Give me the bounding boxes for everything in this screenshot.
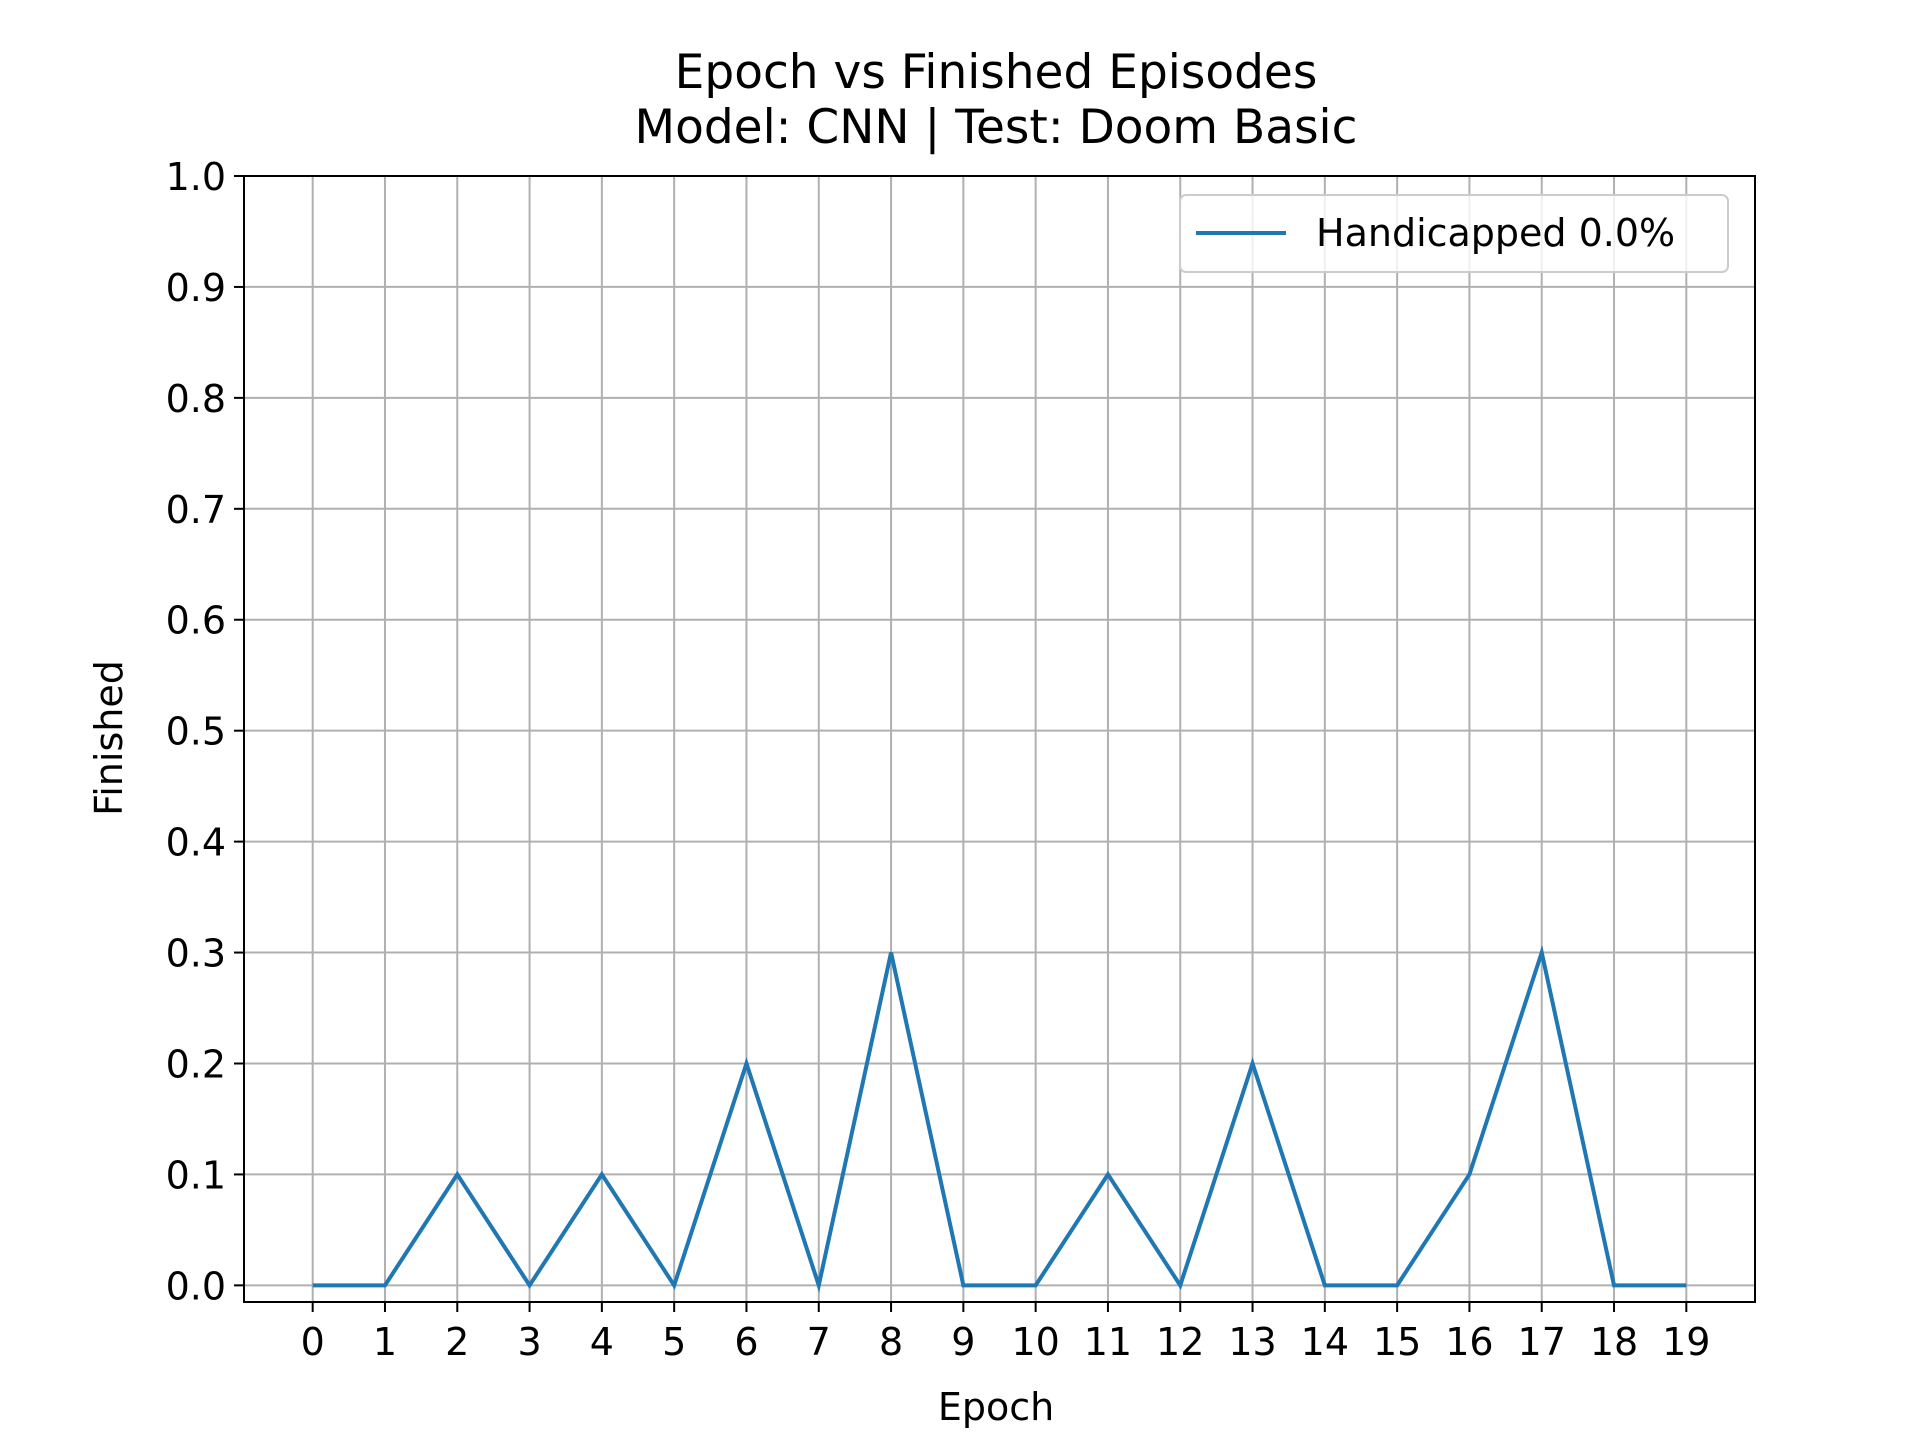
series-lines bbox=[312, 944, 1687, 1294]
x-tick-label: 3 bbox=[517, 1320, 541, 1364]
y-tick-label: 0.2 bbox=[166, 1042, 226, 1086]
x-tick-label: 2 bbox=[445, 1320, 469, 1364]
chart-subtitle: Model: CNN | Test: Doom Basic bbox=[635, 100, 1358, 155]
y-tick-label: 0.0 bbox=[166, 1264, 226, 1308]
x-tick-label: 7 bbox=[807, 1320, 831, 1364]
x-tick-label: 17 bbox=[1518, 1320, 1566, 1364]
x-tick-label: 11 bbox=[1084, 1320, 1132, 1364]
x-tick-label: 1 bbox=[373, 1320, 397, 1364]
series-line-handicapped bbox=[312, 944, 1687, 1294]
x-tick-label: 15 bbox=[1373, 1320, 1421, 1364]
y-tick-label: 0.8 bbox=[166, 377, 226, 421]
y-axis-ticks: 0.0 0.1 0.2 0.3 0.4 0.5 0.6 0.7 0.8 0.9 1.0 bbox=[166, 155, 244, 1308]
x-tick-label: 0 bbox=[301, 1320, 325, 1364]
y-tick-label: 1.0 bbox=[166, 155, 226, 199]
y-tick-label: 0.6 bbox=[166, 599, 226, 643]
y-tick-label: 0.1 bbox=[166, 1153, 226, 1197]
legend-label-handicapped: Handicapped 0.0% bbox=[1316, 211, 1675, 255]
x-tick-label: 5 bbox=[662, 1320, 686, 1364]
x-tick-label: 10 bbox=[1011, 1320, 1059, 1364]
x-tick-label: 12 bbox=[1156, 1320, 1204, 1364]
legend: Handicapped 0.0% bbox=[1179, 194, 1729, 273]
y-tick-label: 0.9 bbox=[166, 266, 226, 310]
x-tick-label: 14 bbox=[1301, 1320, 1349, 1364]
x-tick-label: 6 bbox=[734, 1320, 758, 1364]
legend-box bbox=[1179, 194, 1729, 273]
x-axis-label: Epoch bbox=[938, 1385, 1054, 1429]
x-tick-label: 4 bbox=[590, 1320, 614, 1364]
chart-title: Epoch vs Finished Episodes bbox=[675, 45, 1318, 100]
x-tick-label: 18 bbox=[1590, 1320, 1638, 1364]
x-tick-label: 16 bbox=[1445, 1320, 1493, 1364]
y-axis-label: Finished bbox=[87, 660, 131, 816]
y-tick-label: 0.4 bbox=[166, 821, 226, 865]
y-tick-label: 0.3 bbox=[166, 932, 226, 976]
x-tick-label: 13 bbox=[1228, 1320, 1276, 1364]
x-axis-ticks: 0 1 2 3 4 5 6 7 8 9 10 11 12 13 14 15 16 17 18 19 bbox=[301, 1302, 1710, 1364]
y-tick-label: 0.5 bbox=[166, 710, 226, 754]
x-tick-label: 9 bbox=[951, 1320, 975, 1364]
plot-area-frame bbox=[243, 175, 1756, 1303]
y-tick-label: 0.7 bbox=[166, 488, 226, 532]
x-tick-label: 19 bbox=[1662, 1320, 1710, 1364]
x-tick-label: 8 bbox=[879, 1320, 903, 1364]
